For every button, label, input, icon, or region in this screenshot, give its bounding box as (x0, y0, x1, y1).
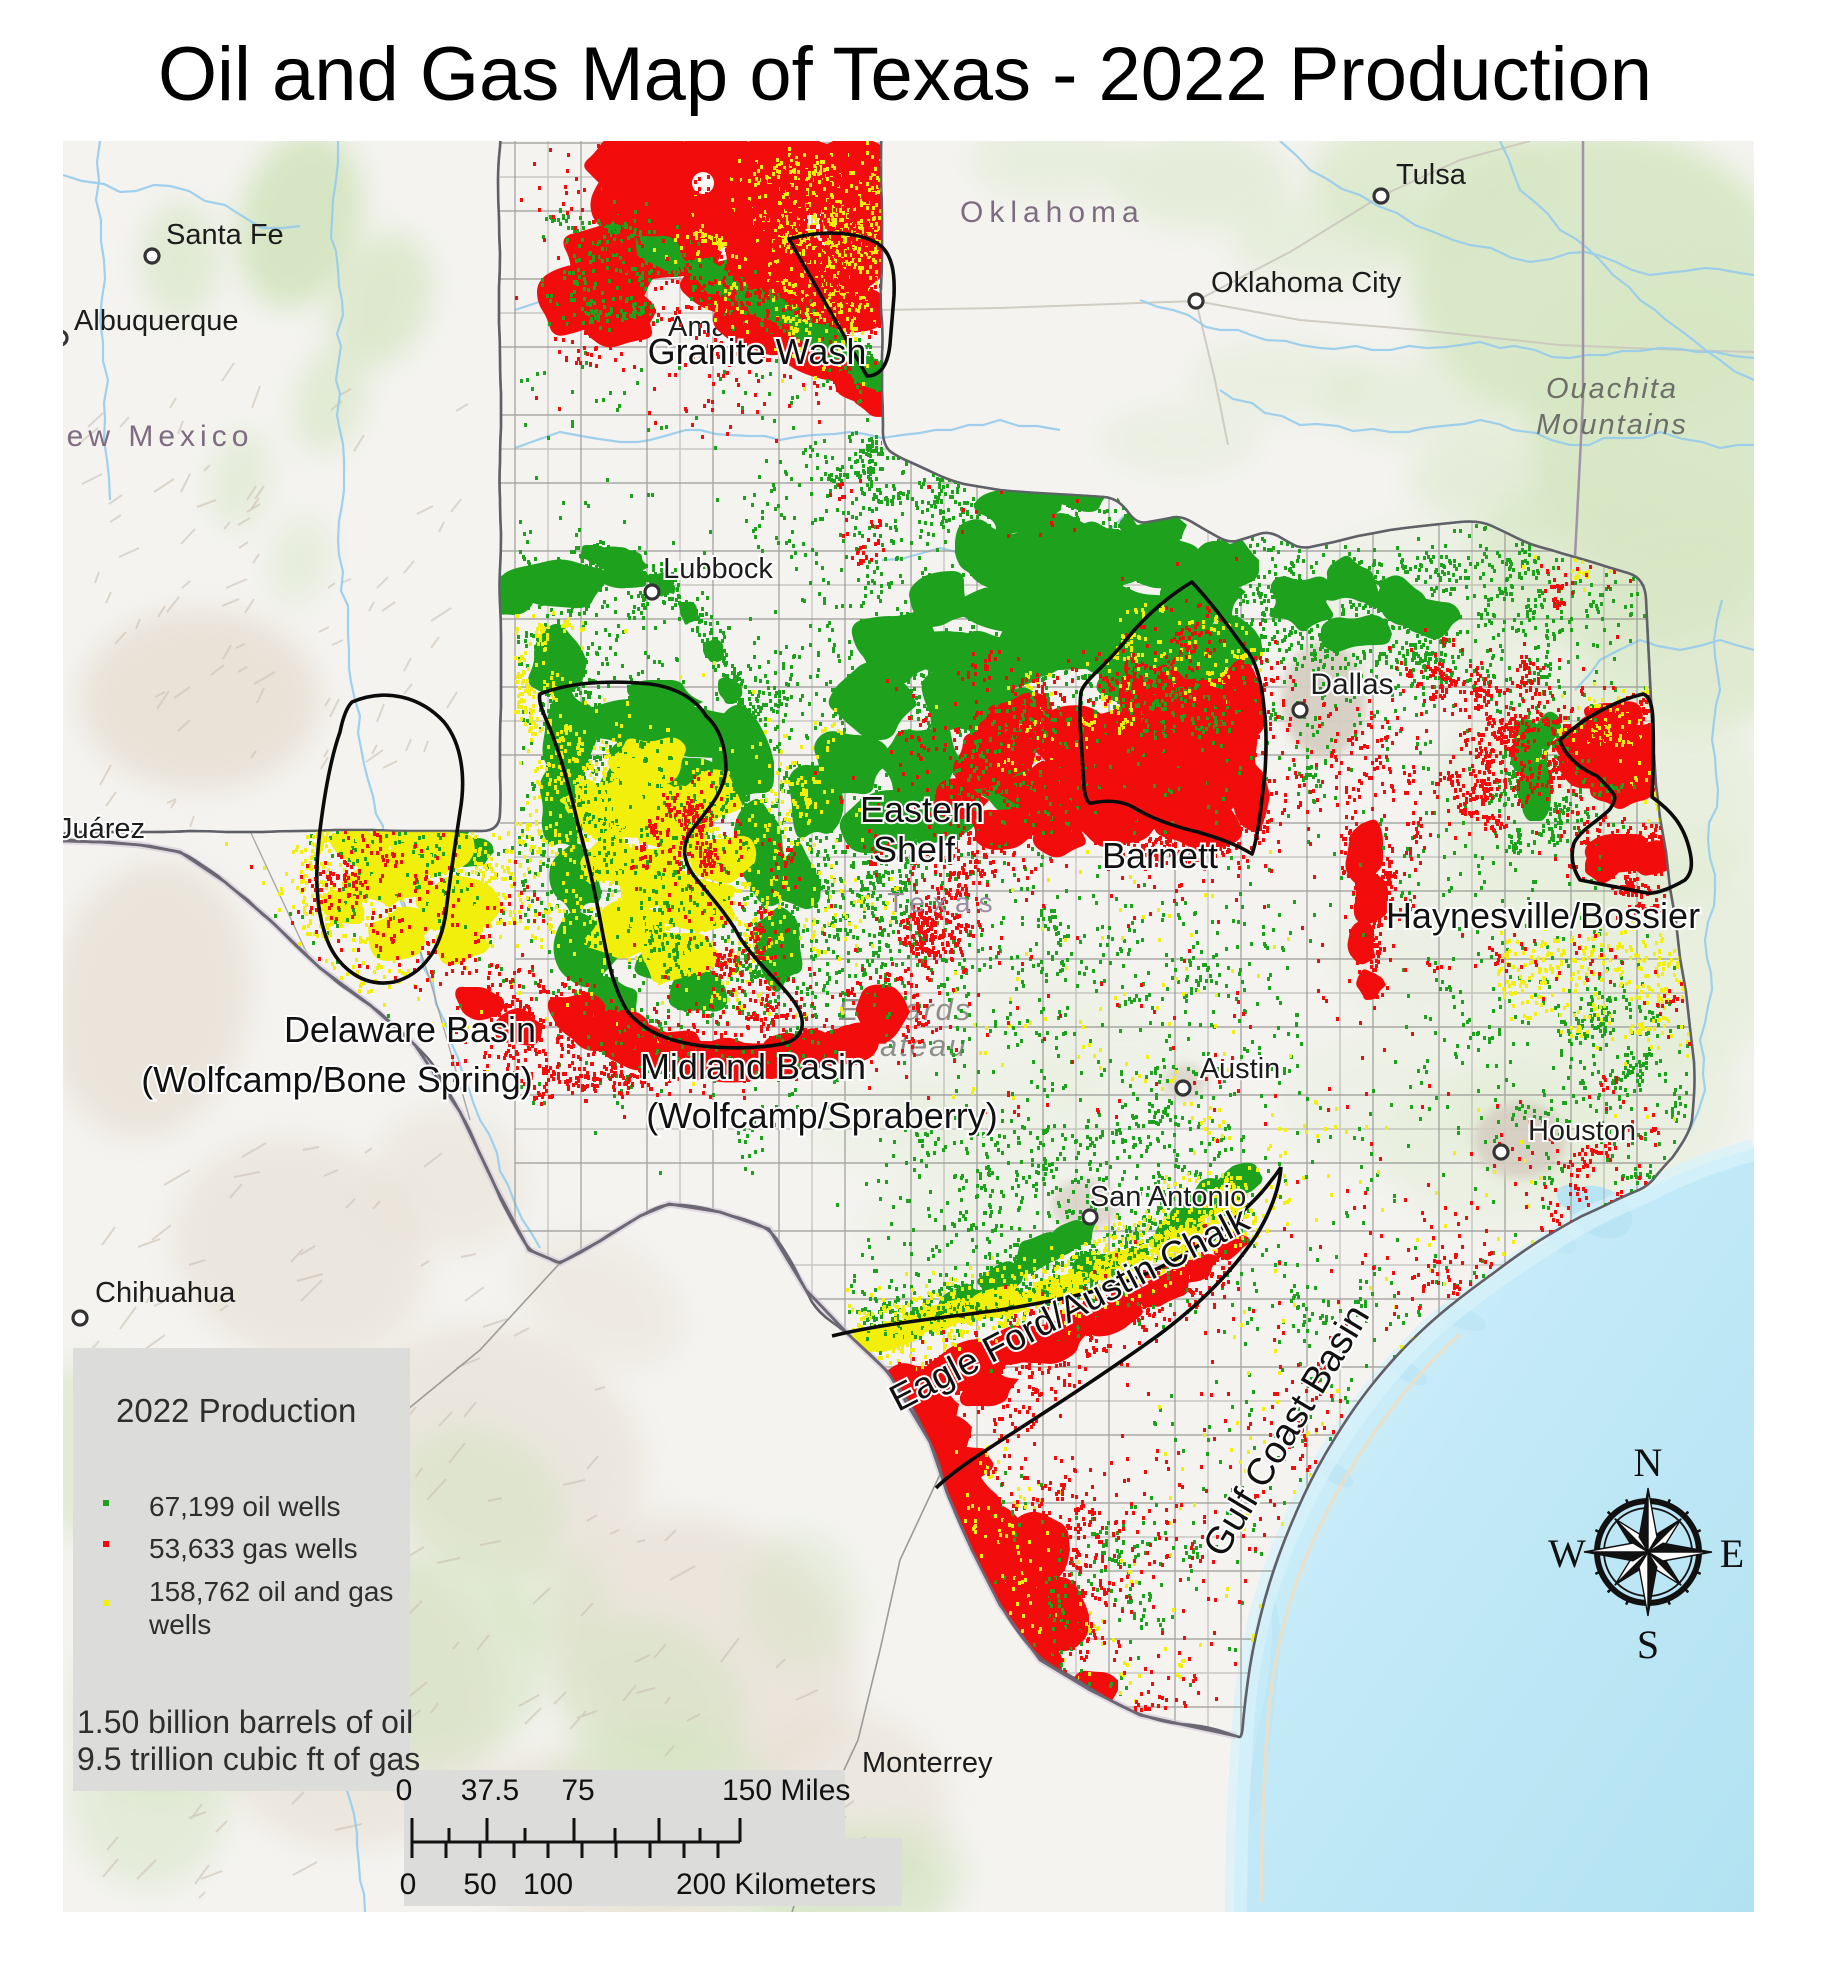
svg-text:Juárez: Juárez (58, 813, 145, 845)
svg-text:Oklahoma: Oklahoma (960, 196, 1145, 229)
svg-text:(Wolfcamp/Spraberry): (Wolfcamp/Spraberry) (646, 1095, 997, 1136)
svg-text:New Mexico: New Mexico (40, 420, 253, 453)
svg-text:200 Kilometers: 200 Kilometers (676, 1868, 876, 1901)
svg-text:wells: wells (148, 1609, 211, 1640)
svg-text:(Wolfcamp/Bone Spring): (Wolfcamp/Bone Spring) (141, 1059, 533, 1100)
svg-text:S: S (1637, 1622, 1659, 1667)
svg-text:E: E (1720, 1531, 1744, 1576)
svg-text:San Antonio: San Antonio (1090, 1181, 1246, 1213)
svg-text:158,762 oil and gas: 158,762 oil and gas (149, 1576, 393, 1607)
svg-text:Houston: Houston (1528, 1115, 1636, 1147)
svg-text:Ouachita: Ouachita (1546, 373, 1678, 405)
svg-text:Oklahoma City: Oklahoma City (1211, 267, 1402, 299)
svg-text:53,633 gas wells: 53,633 gas wells (149, 1533, 358, 1564)
svg-text:150 Miles: 150 Miles (722, 1774, 850, 1807)
svg-text:Mountains: Mountains (1536, 409, 1688, 441)
svg-text:Austin: Austin (1200, 1053, 1281, 1085)
svg-text:37.5: 37.5 (461, 1774, 519, 1807)
svg-text:2022 Production: 2022 Production (116, 1392, 356, 1429)
svg-text:Delaware Basin: Delaware Basin (284, 1009, 536, 1050)
svg-text:Monterrey: Monterrey (862, 1747, 993, 1779)
svg-text:75: 75 (561, 1774, 594, 1807)
svg-text:Lubbock: Lubbock (663, 553, 773, 585)
svg-text:Eastern: Eastern (860, 789, 984, 830)
svg-text:Chihuahua: Chihuahua (95, 1277, 236, 1309)
svg-text:Barnett: Barnett (1102, 835, 1218, 876)
svg-text:50: 50 (463, 1868, 496, 1901)
svg-text:Santa Fe: Santa Fe (166, 219, 284, 251)
svg-text:Dallas: Dallas (1310, 668, 1393, 701)
svg-text:0: 0 (400, 1868, 417, 1901)
svg-text:Oil and Gas Map of Texas - 202: Oil and Gas Map of Texas - 2022 Producti… (158, 32, 1652, 117)
svg-text:9.5 trillion cubic ft of gas: 9.5 trillion cubic ft of gas (77, 1741, 420, 1777)
svg-text:1.50 billion barrels of oil: 1.50 billion barrels of oil (77, 1704, 413, 1740)
svg-text:Haynesville/Bossier: Haynesville/Bossier (1386, 895, 1700, 936)
svg-text:N: N (1634, 1440, 1663, 1485)
svg-text:Albuquerque: Albuquerque (74, 305, 238, 337)
svg-text:Tulsa: Tulsa (1396, 159, 1467, 191)
svg-text:W: W (1548, 1531, 1586, 1576)
svg-text:Midland Basin: Midland Basin (640, 1046, 866, 1087)
svg-text:Shelf: Shelf (873, 829, 956, 870)
svg-text:67,199 oil wells: 67,199 oil wells (149, 1491, 340, 1522)
svg-text:Texas: Texas (887, 887, 1000, 918)
svg-text:100: 100 (523, 1868, 573, 1901)
svg-text:Granite Wash: Granite Wash (648, 331, 867, 372)
svg-text:0: 0 (396, 1774, 413, 1807)
